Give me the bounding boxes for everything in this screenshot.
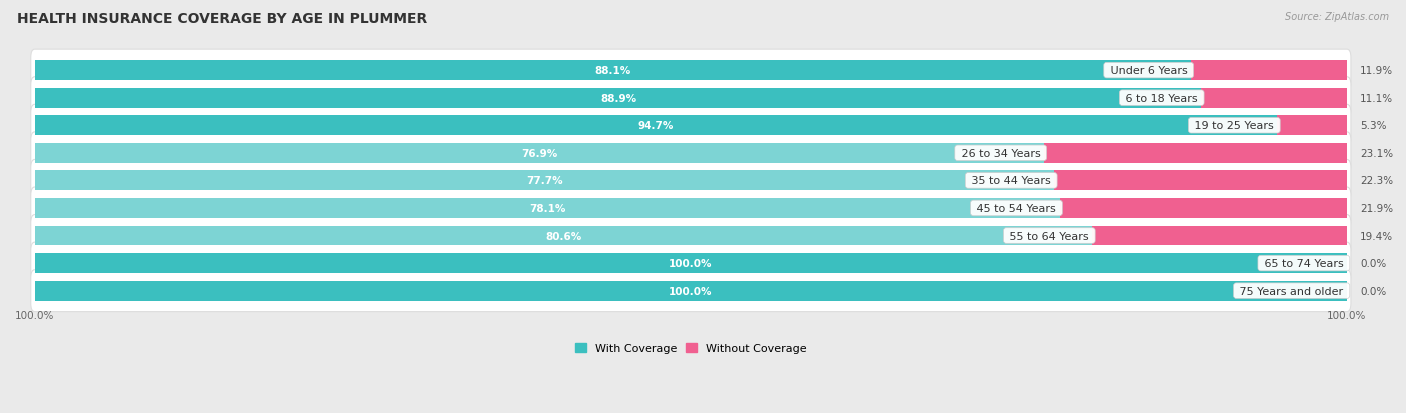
Text: 77.7%: 77.7% [526, 176, 562, 186]
Text: 94.7%: 94.7% [638, 121, 675, 131]
Bar [1278, 116, 1347, 136]
FancyBboxPatch shape [31, 242, 1351, 285]
Bar [35, 171, 1054, 191]
Bar [1347, 281, 1379, 301]
FancyBboxPatch shape [31, 160, 1351, 202]
FancyBboxPatch shape [31, 188, 1351, 229]
Bar [35, 88, 1201, 108]
FancyBboxPatch shape [31, 50, 1351, 92]
Text: 22.3%: 22.3% [1360, 176, 1393, 186]
FancyBboxPatch shape [31, 133, 1351, 174]
Text: 55 to 64 Years: 55 to 64 Years [1007, 231, 1092, 241]
FancyBboxPatch shape [31, 270, 1351, 312]
Text: 45 to 54 Years: 45 to 54 Years [973, 204, 1060, 214]
Text: 100.0%: 100.0% [669, 286, 713, 296]
Text: 11.1%: 11.1% [1360, 93, 1393, 103]
Bar [35, 144, 1043, 164]
Text: 0.0%: 0.0% [1360, 286, 1386, 296]
Text: 19 to 25 Years: 19 to 25 Years [1191, 121, 1278, 131]
Text: 88.1%: 88.1% [595, 66, 631, 76]
Text: 23.1%: 23.1% [1360, 148, 1393, 159]
Text: Under 6 Years: Under 6 Years [1107, 66, 1191, 76]
Bar [1043, 144, 1347, 164]
Bar [1060, 199, 1347, 218]
Bar [1054, 171, 1347, 191]
Legend: With Coverage, Without Coverage: With Coverage, Without Coverage [575, 343, 807, 354]
Text: 78.1%: 78.1% [529, 204, 565, 214]
Text: 35 to 44 Years: 35 to 44 Years [969, 176, 1054, 186]
Text: 0.0%: 0.0% [1360, 259, 1386, 268]
Bar [1347, 254, 1379, 273]
Text: HEALTH INSURANCE COVERAGE BY AGE IN PLUMMER: HEALTH INSURANCE COVERAGE BY AGE IN PLUM… [17, 12, 427, 26]
Text: 88.9%: 88.9% [600, 93, 636, 103]
Bar [35, 61, 1191, 81]
Text: 80.6%: 80.6% [546, 231, 582, 241]
Text: 100.0%: 100.0% [669, 259, 713, 268]
Bar [35, 281, 1347, 301]
Text: 76.9%: 76.9% [522, 148, 557, 159]
Text: 75 Years and older: 75 Years and older [1236, 286, 1347, 296]
Text: 5.3%: 5.3% [1360, 121, 1386, 131]
Bar [35, 116, 1278, 136]
Bar [35, 199, 1060, 218]
FancyBboxPatch shape [31, 105, 1351, 147]
Text: 65 to 74 Years: 65 to 74 Years [1261, 259, 1347, 268]
Text: 19.4%: 19.4% [1360, 231, 1393, 241]
Bar [1201, 88, 1347, 108]
Bar [35, 254, 1347, 273]
Bar [1191, 61, 1347, 81]
Text: 6 to 18 Years: 6 to 18 Years [1122, 93, 1201, 103]
Bar [35, 226, 1092, 246]
Text: 11.9%: 11.9% [1360, 66, 1393, 76]
FancyBboxPatch shape [31, 215, 1351, 257]
FancyBboxPatch shape [31, 78, 1351, 119]
Text: 26 to 34 Years: 26 to 34 Years [957, 148, 1043, 159]
Text: Source: ZipAtlas.com: Source: ZipAtlas.com [1285, 12, 1389, 22]
Bar [1092, 226, 1347, 246]
Text: 21.9%: 21.9% [1360, 204, 1393, 214]
